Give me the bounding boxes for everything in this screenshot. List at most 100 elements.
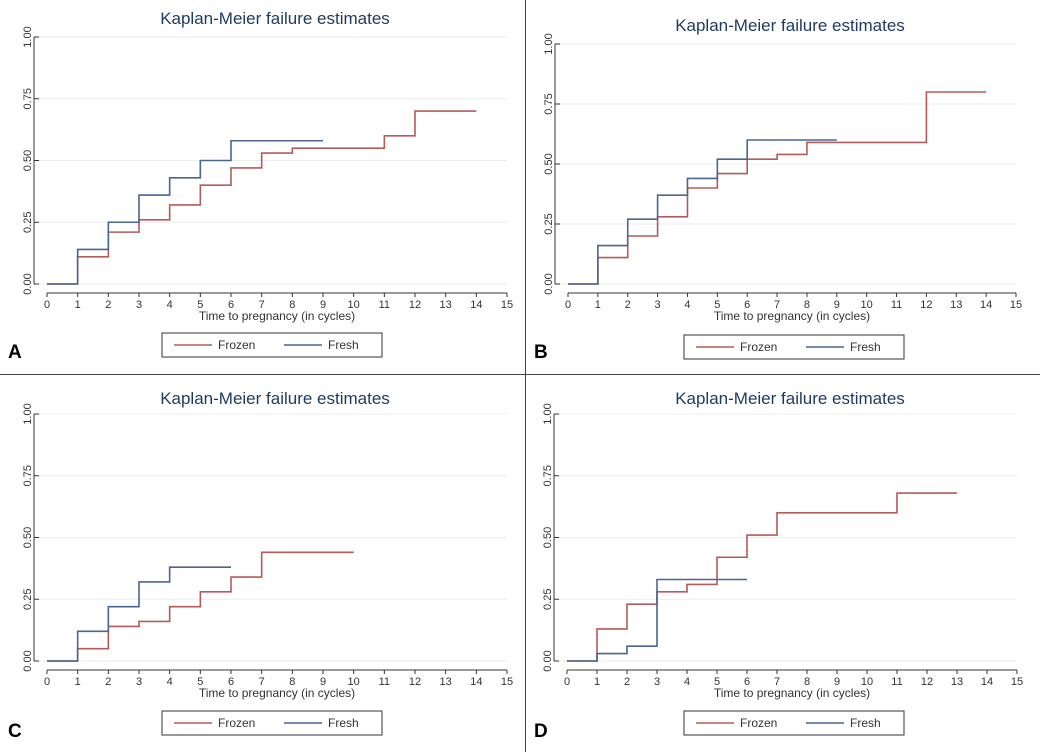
series-fresh-line [568, 139, 837, 285]
x-axis-label: Time to pregnancy (in cycles) [199, 686, 355, 700]
x-tick-label: 14 [470, 299, 482, 311]
series-frozen-line [567, 492, 957, 662]
series-frozen-line [47, 110, 477, 285]
y-tick-label: 1.00 [22, 26, 34, 47]
y-tick-label: 0.75 [542, 465, 554, 486]
x-tick-label: 5 [714, 676, 720, 688]
x-tick-label: 15 [501, 676, 513, 688]
x-tick-label: 4 [167, 299, 173, 311]
legend: Frozen Fresh [683, 710, 905, 736]
x-tick-label: 0 [564, 676, 570, 688]
x-tick-label: 6 [744, 299, 750, 311]
x-tick-label: 5 [714, 299, 720, 311]
x-tick-label: 13 [950, 299, 962, 311]
x-tick-label: 0 [44, 299, 50, 311]
y-tick-label: 0.50 [22, 150, 34, 171]
legend-label-frozen: Frozen [740, 716, 777, 730]
x-tick-label: 9 [320, 299, 326, 311]
legend-label-frozen: Frozen [740, 340, 777, 354]
legend-label-fresh: Fresh [850, 340, 881, 354]
x-tick-label: 6 [228, 676, 234, 688]
y-tick-label: 0.25 [22, 212, 34, 233]
x-tick-label: 3 [655, 299, 661, 311]
y-tick-label: 0.50 [542, 527, 554, 548]
x-tick-label: 2 [625, 299, 631, 311]
x-tick-label: 0 [44, 676, 50, 688]
x-tick-label: 15 [1010, 299, 1022, 311]
panel-letter: A [8, 342, 22, 363]
x-tick-label: 8 [289, 299, 295, 311]
x-tick-label: 14 [470, 676, 482, 688]
x-tick-label: 12 [409, 299, 421, 311]
x-tick-label: 2 [624, 676, 630, 688]
x-tick-label: 9 [834, 299, 840, 311]
x-tick-label: 8 [289, 676, 295, 688]
legend: Frozen Fresh [161, 710, 383, 736]
x-tick-label: 1 [75, 299, 81, 311]
x-tick-label: 4 [167, 676, 173, 688]
y-tick-label: 1.00 [543, 33, 555, 54]
x-tick-label: 7 [774, 676, 780, 688]
x-tick-label: 8 [804, 299, 810, 311]
x-tick-label: 7 [259, 299, 265, 311]
x-tick-label: 10 [348, 676, 360, 688]
x-tick-label: 7 [259, 676, 265, 688]
x-tick-label: 2 [105, 299, 111, 311]
x-tick-label: 12 [921, 676, 933, 688]
panel-letter: B [534, 342, 548, 363]
chart-title: Kaplan-Meier failure estimates [675, 389, 905, 408]
legend-label-frozen: Frozen [218, 716, 255, 730]
x-tick-label: 10 [348, 299, 360, 311]
chart-title: Kaplan-Meier failure estimates [160, 389, 390, 408]
x-tick-label: 13 [440, 676, 452, 688]
x-tick-label: 5 [197, 676, 203, 688]
x-tick-label: 3 [136, 676, 142, 688]
x-axis-label: Time to pregnancy (in cycles) [714, 686, 870, 700]
x-tick-label: 11 [379, 676, 390, 688]
x-tick-label: 15 [1011, 676, 1023, 688]
x-tick-label: 9 [320, 676, 326, 688]
series-frozen-line [568, 91, 987, 285]
x-tick-label: 13 [440, 299, 452, 311]
x-tick-label: 1 [75, 676, 81, 688]
x-tick-label: 11 [379, 299, 390, 311]
x-tick-label: 1 [595, 299, 601, 311]
x-tick-label: 15 [501, 299, 513, 311]
x-tick-label: 8 [804, 676, 810, 688]
y-tick-label: 0.50 [22, 527, 34, 548]
series-fresh-line [567, 578, 747, 662]
x-tick-label: 0 [565, 299, 571, 311]
y-tick-label: 0.50 [543, 153, 555, 174]
x-tick-label: 6 [744, 676, 750, 688]
panel-letter: C [8, 721, 22, 742]
y-tick-label: 0.00 [542, 650, 554, 671]
x-tick-label: 3 [654, 676, 660, 688]
y-tick-label: 1.00 [22, 403, 34, 424]
chart-panel-d: Kaplan-Meier failure estimates 0.00 0.25 0.… [534, 389, 1023, 742]
y-tick-label: 0.00 [22, 273, 34, 294]
series-frozen-line [47, 551, 354, 662]
x-axis-label: Time to pregnancy (in cycles) [199, 309, 355, 323]
x-tick-label: 2 [105, 676, 111, 688]
x-tick-label: 14 [981, 676, 993, 688]
series-fresh-line [47, 566, 231, 662]
x-tick-label: 5 [197, 299, 203, 311]
x-tick-label: 12 [409, 676, 421, 688]
legend-label-frozen: Frozen [218, 338, 255, 352]
x-axis-label: Time to pregnancy (in cycles) [714, 309, 870, 323]
x-tick-label: 1 [594, 676, 600, 688]
y-tick-label: 0.00 [543, 273, 555, 294]
y-tick-label: 0.25 [543, 213, 555, 234]
x-tick-label: 12 [920, 299, 932, 311]
legend: Frozen Fresh [161, 332, 383, 358]
x-tick-label: 4 [684, 299, 690, 311]
y-tick-label: 0.75 [543, 93, 555, 114]
y-tick-label: 0.25 [542, 589, 554, 610]
x-tick-label: 6 [228, 299, 234, 311]
y-tick-label: 0.75 [22, 88, 34, 109]
chart-panel-c: Kaplan-Meier failure estimates 0.00 0.25 0.… [8, 389, 513, 742]
legend: Frozen Fresh [683, 334, 905, 360]
x-tick-label: 13 [951, 676, 963, 688]
panel-letter: D [534, 721, 548, 742]
